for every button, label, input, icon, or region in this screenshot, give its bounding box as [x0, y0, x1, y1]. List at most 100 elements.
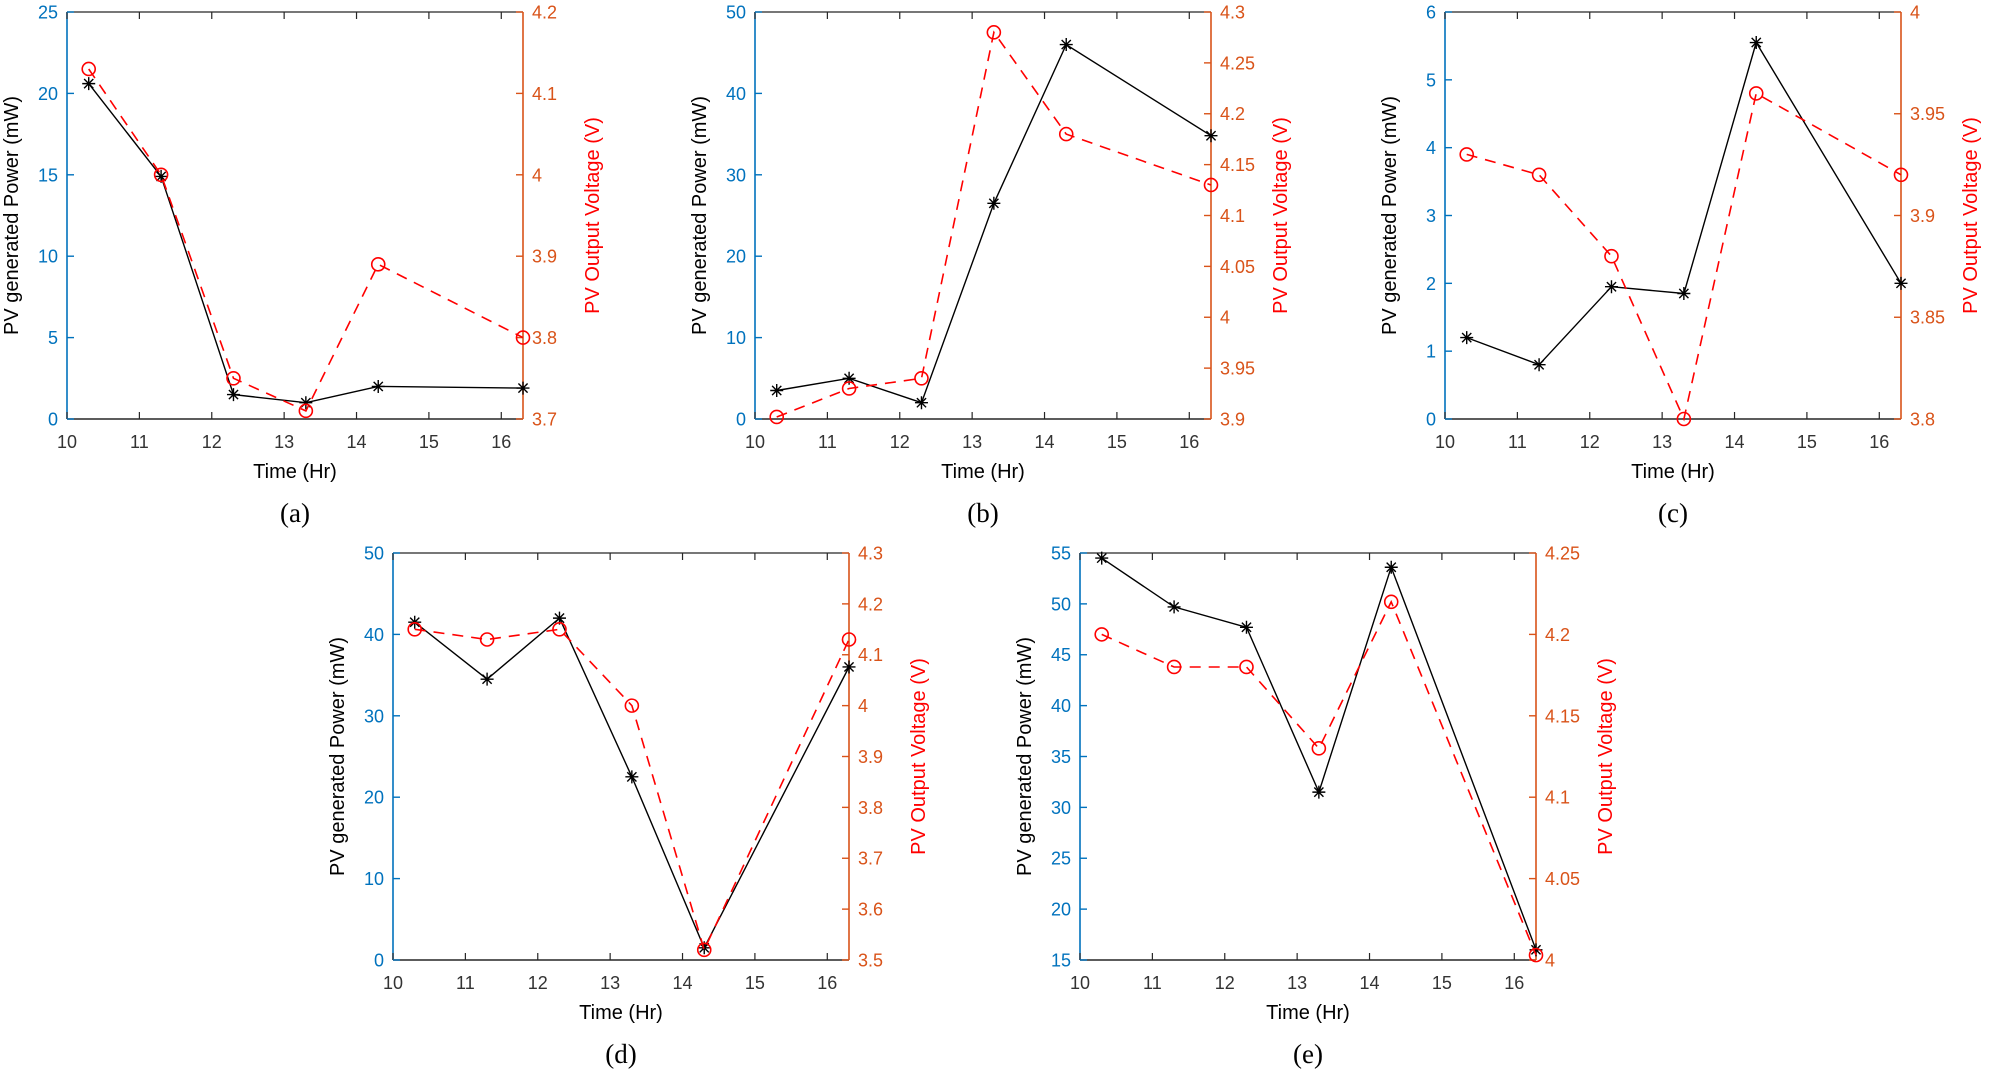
subplot-tag: (b) — [967, 498, 998, 528]
left-y-axis-label: PV generated Power (mW) — [1379, 96, 1401, 335]
left-y-axis-label: PV generated Power (mW) — [689, 96, 711, 335]
power-line — [1466, 40, 1902, 366]
x-tick-label: 14 — [673, 973, 693, 993]
x-tick-label: 14 — [1360, 973, 1380, 993]
right-y-tick-label: 4.25 — [1220, 53, 1255, 73]
left-y-tick-label: 30 — [1051, 798, 1071, 818]
right-y-tick-label: 3.85 — [1910, 308, 1945, 328]
power-asterisk-marker — [842, 371, 856, 385]
left-y-tick-label: 20 — [364, 788, 384, 808]
voltage-circle-marker — [1094, 627, 1110, 642]
power-asterisk-marker — [625, 770, 639, 784]
voltage-circle-marker — [1676, 411, 1692, 427]
x-axis-label: Time (Hr) — [253, 461, 337, 483]
x-tick-label: 12 — [528, 973, 548, 993]
x-tick-label: 15 — [1432, 973, 1452, 993]
voltage-circle-marker — [226, 370, 241, 386]
x-tick-label: 14 — [347, 432, 367, 452]
x-tick-label: 11 — [1143, 973, 1162, 993]
left-y-tick-label: 10 — [364, 869, 384, 889]
x-tick-label: 15 — [745, 973, 765, 993]
x-tick-label: 13 — [274, 432, 294, 452]
power-asterisk-marker — [154, 169, 168, 183]
left-y-tick-label: 40 — [364, 625, 384, 645]
right-y-tick-label: 4.1 — [1545, 788, 1570, 808]
left-y-tick-label: 50 — [726, 2, 746, 22]
voltage-line — [1101, 599, 1537, 956]
right-y-tick-label: 4 — [532, 165, 542, 185]
power-asterisk-marker — [1532, 358, 1546, 372]
x-tick-label: 14 — [1725, 432, 1745, 452]
x-axis-label: Time (Hr) — [1266, 1002, 1350, 1024]
voltage-circle-marker — [1311, 741, 1327, 756]
right-y-tick-label: 3.9 — [858, 747, 883, 767]
right-y-axis-label: PV Output Voltage (V) — [908, 658, 930, 855]
left-y-axis-label: PV generated Power (mW) — [1, 96, 23, 335]
left-y-axis-label: PV generated Power (mW) — [1014, 637, 1036, 876]
left-y-tick-label: 0 — [48, 409, 58, 429]
voltage-circle-marker — [986, 25, 1002, 40]
left-y-tick-label: 15 — [38, 165, 58, 185]
x-tick-label: 14 — [1035, 432, 1055, 452]
subplot-tag: (d) — [605, 1039, 636, 1069]
left-y-tick-label: 5 — [48, 328, 58, 348]
right-y-tick-label: 4 — [858, 696, 868, 716]
subplot-tag: (c) — [1658, 498, 1688, 528]
left-y-tick-label: 3 — [1426, 206, 1436, 226]
right-y-axis-label: PV Output Voltage (V) — [1960, 117, 1982, 314]
right-y-tick-label: 3.8 — [532, 328, 557, 348]
voltage-circle-marker — [841, 381, 857, 396]
voltage-circle-marker — [769, 409, 785, 425]
power-asterisk-marker — [987, 196, 1001, 210]
right-y-tick-label: 4.3 — [1220, 2, 1245, 22]
power-asterisk-marker — [1167, 600, 1181, 614]
voltage-circle-marker — [1058, 126, 1074, 142]
right-y-tick-label: 4.05 — [1220, 257, 1255, 277]
power-asterisk-marker — [842, 660, 856, 674]
voltage-circle-marker — [914, 370, 929, 386]
right-y-axis-label: PV Output Voltage (V) — [1270, 117, 1292, 314]
right-y-tick-label: 4 — [1545, 950, 1555, 970]
power-asterisk-marker — [1384, 560, 1398, 574]
voltage-circle-marker — [552, 622, 567, 637]
left-y-tick-label: 25 — [1051, 849, 1071, 869]
right-y-tick-label: 3.95 — [1910, 104, 1945, 124]
power-asterisk-marker — [914, 396, 928, 410]
x-tick-label: 13 — [1287, 973, 1307, 993]
x-tick-label: 11 — [456, 973, 475, 993]
right-y-tick-label: 4.3 — [858, 543, 883, 563]
voltage-circle-marker — [370, 257, 386, 272]
voltage-line — [88, 68, 524, 412]
power-asterisk-marker — [1460, 331, 1474, 345]
voltage-circle-marker — [479, 632, 495, 647]
left-y-tick-label: 30 — [726, 165, 746, 185]
x-tick-label: 10 — [1070, 973, 1090, 993]
x-tick-label: 13 — [1652, 432, 1672, 452]
left-y-tick-label: 5 — [1426, 70, 1436, 90]
left-y-tick-label: 25 — [38, 2, 58, 22]
left-y-tick-label: 20 — [726, 247, 746, 267]
x-tick-label: 13 — [600, 973, 620, 993]
power-line — [88, 83, 524, 404]
right-y-tick-label: 3.5 — [858, 950, 883, 970]
left-y-tick-label: 0 — [374, 950, 384, 970]
right-y-tick-label: 3.8 — [1910, 409, 1935, 429]
right-y-tick-label: 3.9 — [1910, 206, 1935, 226]
right-y-axis-label: PV Output Voltage (V) — [1595, 658, 1617, 855]
power-asterisk-marker — [1059, 38, 1073, 52]
right-y-tick-label: 3.7 — [532, 409, 557, 429]
right-y-tick-label: 3.9 — [532, 247, 557, 267]
x-tick-label: 15 — [419, 432, 439, 452]
x-tick-label: 16 — [1179, 432, 1199, 452]
left-y-tick-label: 20 — [1051, 900, 1071, 920]
left-y-tick-label: 20 — [38, 84, 58, 104]
voltage-circle-marker — [1459, 147, 1475, 162]
power-asterisk-marker — [1204, 129, 1218, 143]
power-asterisk-marker — [226, 388, 240, 402]
x-tick-label: 10 — [1435, 432, 1455, 452]
left-y-tick-label: 0 — [736, 409, 746, 429]
power-asterisk-marker — [480, 672, 494, 686]
power-asterisk-marker — [770, 384, 784, 398]
power-asterisk-marker — [299, 396, 313, 410]
